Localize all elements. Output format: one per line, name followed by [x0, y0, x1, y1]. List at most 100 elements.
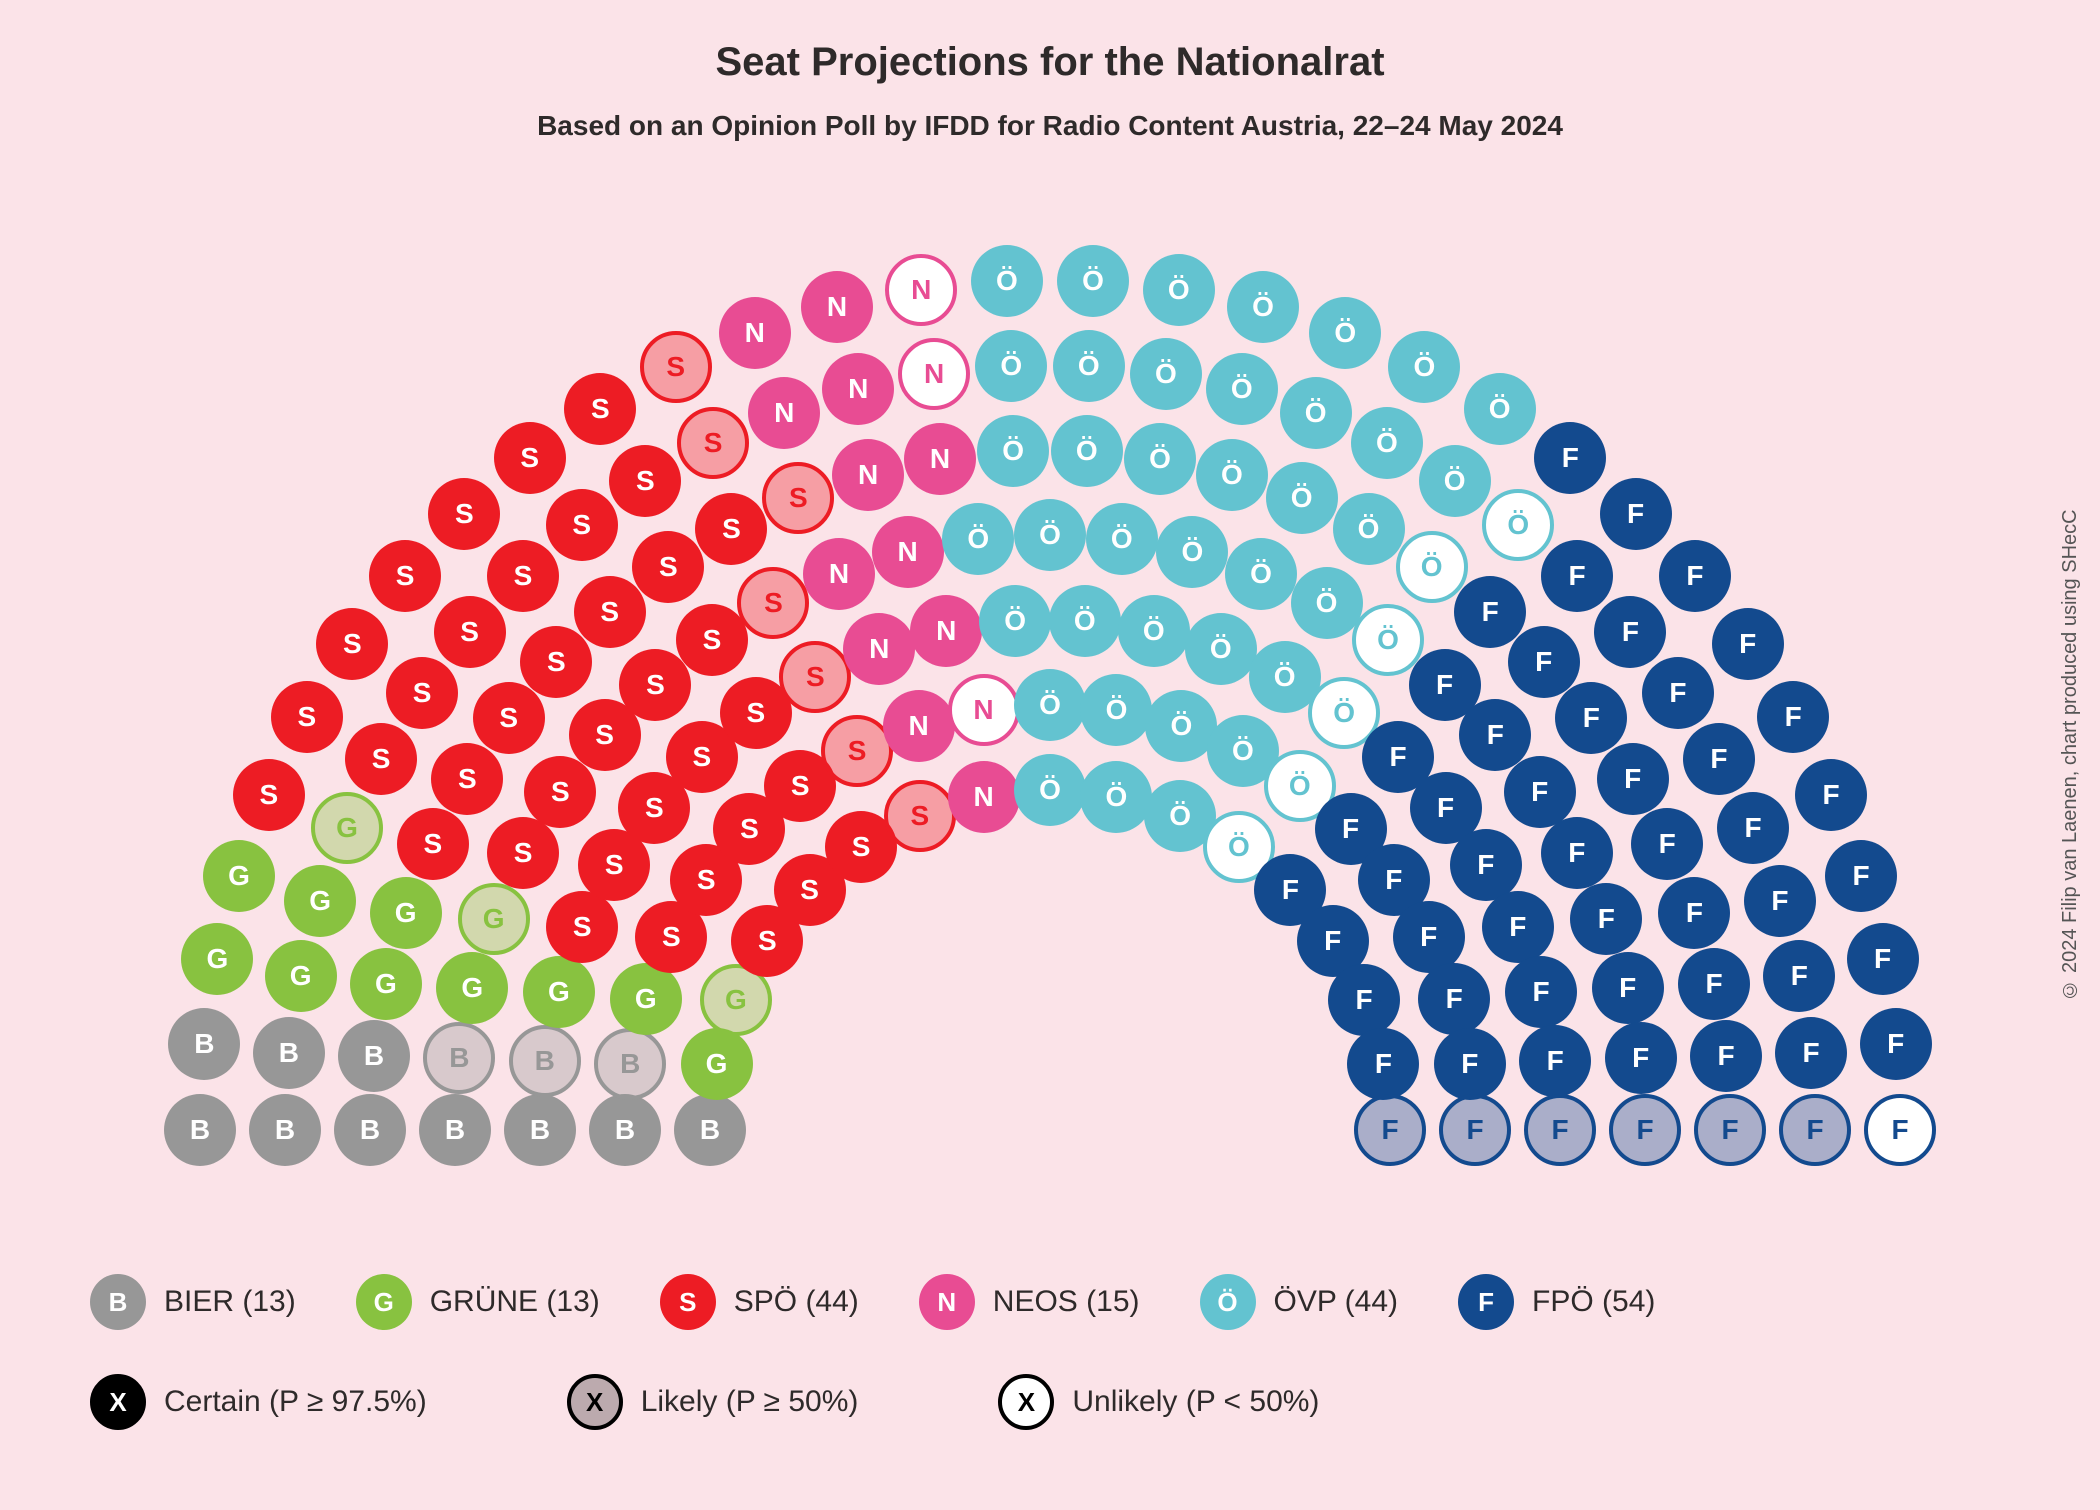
seat-fpo: F — [1592, 952, 1664, 1024]
seat-grune: G — [181, 923, 253, 995]
seat-fpo: F — [1683, 723, 1755, 795]
seat-fpo: F — [1605, 1022, 1677, 1094]
legend-label-fpo: FPÖ (54) — [1532, 1285, 1655, 1319]
seat-spo: S — [737, 567, 809, 639]
seat-fpo: F — [1864, 1094, 1936, 1166]
seat-spo: S — [609, 445, 681, 517]
seat-ovp: Ö — [1333, 493, 1405, 565]
seat-spo: S — [677, 407, 749, 479]
seat-ovp: Ö — [1130, 338, 1202, 410]
seat-bier: B — [504, 1094, 576, 1166]
seat-bier: B — [509, 1025, 581, 1097]
seat-spo: S — [494, 422, 566, 494]
seat-ovp: Ö — [979, 585, 1051, 657]
seat-spo: S — [473, 682, 545, 754]
seat-fpo: F — [1757, 681, 1829, 753]
seat-bier: B — [338, 1020, 410, 1092]
seat-grune: G — [610, 963, 682, 1035]
seat-fpo: F — [1658, 877, 1730, 949]
seat-spo: S — [632, 531, 704, 603]
seat-ovp: Ö — [1014, 754, 1086, 826]
seat-fpo: F — [1825, 840, 1897, 912]
seat-spo: S — [397, 808, 469, 880]
seat-spo: S — [546, 489, 618, 561]
seat-fpo: F — [1642, 657, 1714, 729]
seat-bier: B — [168, 1008, 240, 1080]
legend-dot-spo: S — [660, 1274, 716, 1330]
seat-ovp: Ö — [1086, 503, 1158, 575]
seat-ovp: Ö — [1225, 538, 1297, 610]
seat-neos: N — [803, 538, 875, 610]
seat-fpo: F — [1795, 759, 1867, 831]
legend-dot-bier: B — [90, 1274, 146, 1330]
legend-label-ovp: ÖVP (44) — [1274, 1285, 1399, 1319]
seat-spo: S — [316, 608, 388, 680]
seat-spo: S — [345, 723, 417, 795]
seat-fpo: F — [1717, 792, 1789, 864]
seat-ovp: Ö — [975, 330, 1047, 402]
legend-item-bier: BBIER (13) — [90, 1274, 296, 1330]
seat-neos: N — [822, 353, 894, 425]
seat-fpo: F — [1439, 1094, 1511, 1166]
legend-label-grune: GRÜNE (13) — [430, 1285, 600, 1319]
seat-ovp: Ö — [1419, 445, 1491, 517]
seat-fpo: F — [1744, 865, 1816, 937]
seat-bier: B — [423, 1022, 495, 1094]
seat-fpo: F — [1347, 1028, 1419, 1100]
seat-ovp: Ö — [1118, 595, 1190, 667]
seat-bier: B — [674, 1094, 746, 1166]
seat-neos: N — [883, 690, 955, 762]
seat-bier: B — [164, 1094, 236, 1166]
seat-grune: G — [265, 940, 337, 1012]
seat-fpo: F — [1779, 1094, 1851, 1166]
seat-ovp: Ö — [1143, 254, 1215, 326]
seat-grune: G — [284, 865, 356, 937]
seat-spo: S — [431, 743, 503, 815]
seat-ovp: Ö — [1014, 499, 1086, 571]
seat-neos: N — [948, 674, 1020, 746]
seat-spo: S — [386, 657, 458, 729]
chart-title: Seat Projections for the Nationalrat — [0, 40, 2100, 85]
seat-neos: N — [719, 297, 791, 369]
seat-fpo: F — [1555, 682, 1627, 754]
legend-item-neos: NNEOS (15) — [919, 1274, 1140, 1330]
seat-spo: S — [779, 641, 851, 713]
seat-ovp: Ö — [1309, 297, 1381, 369]
seat-fpo: F — [1609, 1094, 1681, 1166]
legend-dot-ovp: Ö — [1200, 1274, 1256, 1330]
seat-spo: S — [619, 649, 691, 721]
seat-grune: G — [681, 1028, 753, 1100]
seat-grune: G — [458, 883, 530, 955]
chart-page: Seat Projections for the Nationalrat Bas… — [0, 0, 2100, 1510]
seat-neos: N — [832, 439, 904, 511]
legend-label-neos: NEOS (15) — [993, 1285, 1140, 1319]
seat-ovp: Ö — [1049, 585, 1121, 657]
seat-fpo: F — [1694, 1094, 1766, 1166]
seat-spo: S — [762, 462, 834, 534]
seat-spo: S — [487, 540, 559, 612]
seat-grune: G — [311, 792, 383, 864]
seat-bier: B — [249, 1094, 321, 1166]
seat-spo: S — [233, 759, 305, 831]
seat-neos: N — [948, 761, 1020, 833]
seat-bier: B — [253, 1017, 325, 1089]
seat-spo: S — [564, 373, 636, 445]
prob-dot-unlikely: X — [998, 1374, 1054, 1430]
seat-spo: S — [487, 817, 559, 889]
seat-ovp: Ö — [1196, 439, 1268, 511]
seat-spo: S — [884, 780, 956, 852]
seat-fpo: F — [1860, 1008, 1932, 1080]
seat-fpo: F — [1328, 964, 1400, 1036]
seat-fpo: F — [1505, 956, 1577, 1028]
seat-fpo: F — [1504, 756, 1576, 828]
legend-item-spo: SSPÖ (44) — [660, 1274, 859, 1330]
seat-grune: G — [370, 877, 442, 949]
seat-fpo: F — [1541, 540, 1613, 612]
seat-spo: S — [520, 626, 592, 698]
prob-dot-certain: X — [90, 1374, 146, 1430]
seat-grune: G — [203, 840, 275, 912]
seat-fpo: F — [1600, 478, 1672, 550]
seat-ovp: Ö — [1051, 415, 1123, 487]
legend-item-ovp: Ö ÖVP (44) — [1200, 1274, 1399, 1330]
seat-fpo: F — [1570, 883, 1642, 955]
